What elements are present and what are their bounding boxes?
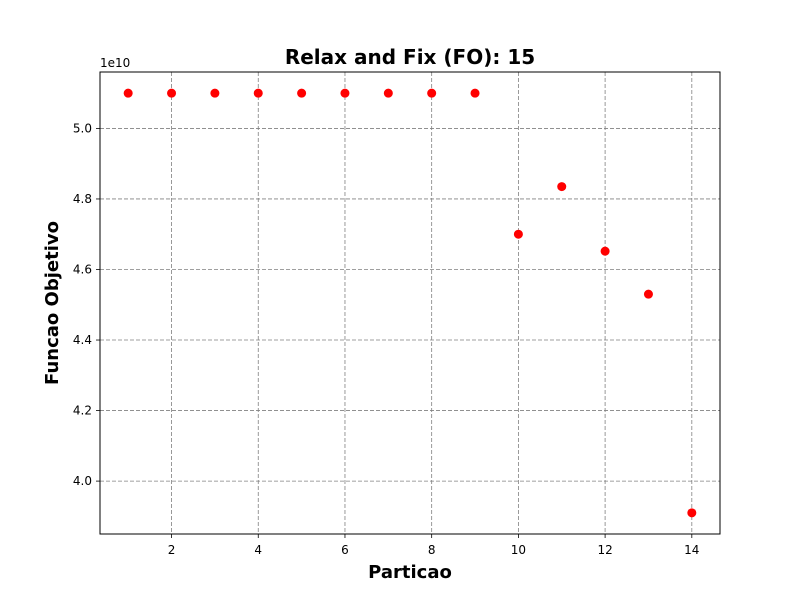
x-tick-label: 2 <box>168 543 176 557</box>
data-point <box>383 88 393 98</box>
plot-frame <box>99 71 721 535</box>
x-axis-label: Particao <box>368 562 452 583</box>
data-point <box>557 182 567 192</box>
x-tick-label: 14 <box>684 543 699 557</box>
data-points <box>123 88 697 518</box>
grid-lines <box>100 72 720 534</box>
axis-ticks: 2 4 6 8 10 12 14 4.0 4.2 4.4 4.6 4.8 5.0 <box>73 121 700 557</box>
x-tick-label: 12 <box>597 543 612 557</box>
data-point <box>643 289 653 299</box>
data-point <box>123 88 133 98</box>
data-point <box>687 508 697 518</box>
x-tick-label: 4 <box>254 543 262 557</box>
data-point <box>340 88 350 98</box>
x-tick-label: 8 <box>428 543 436 557</box>
y-tick-label: 4.4 <box>73 333 92 347</box>
y-tick-label: 4.6 <box>73 262 92 276</box>
data-point <box>167 88 177 98</box>
x-tick-label: 10 <box>511 543 526 557</box>
data-point <box>427 88 437 98</box>
y-tick-label: 4.0 <box>73 474 92 488</box>
data-point <box>253 88 263 98</box>
y-axis-label: Funcao Objetivo <box>42 221 63 385</box>
y-tick-label: 4.8 <box>73 192 92 206</box>
y-tick-label: 5.0 <box>73 121 92 135</box>
y-offset-label: 1e10 <box>100 56 130 70</box>
y-tick-label: 4.2 <box>73 404 92 418</box>
data-point <box>513 229 523 239</box>
data-point <box>600 246 610 256</box>
data-point <box>210 88 220 98</box>
x-tick-label: 6 <box>341 543 349 557</box>
data-point <box>470 88 480 98</box>
chart-title: Relax and Fix (FO): 15 <box>285 45 535 69</box>
data-point <box>297 88 307 98</box>
